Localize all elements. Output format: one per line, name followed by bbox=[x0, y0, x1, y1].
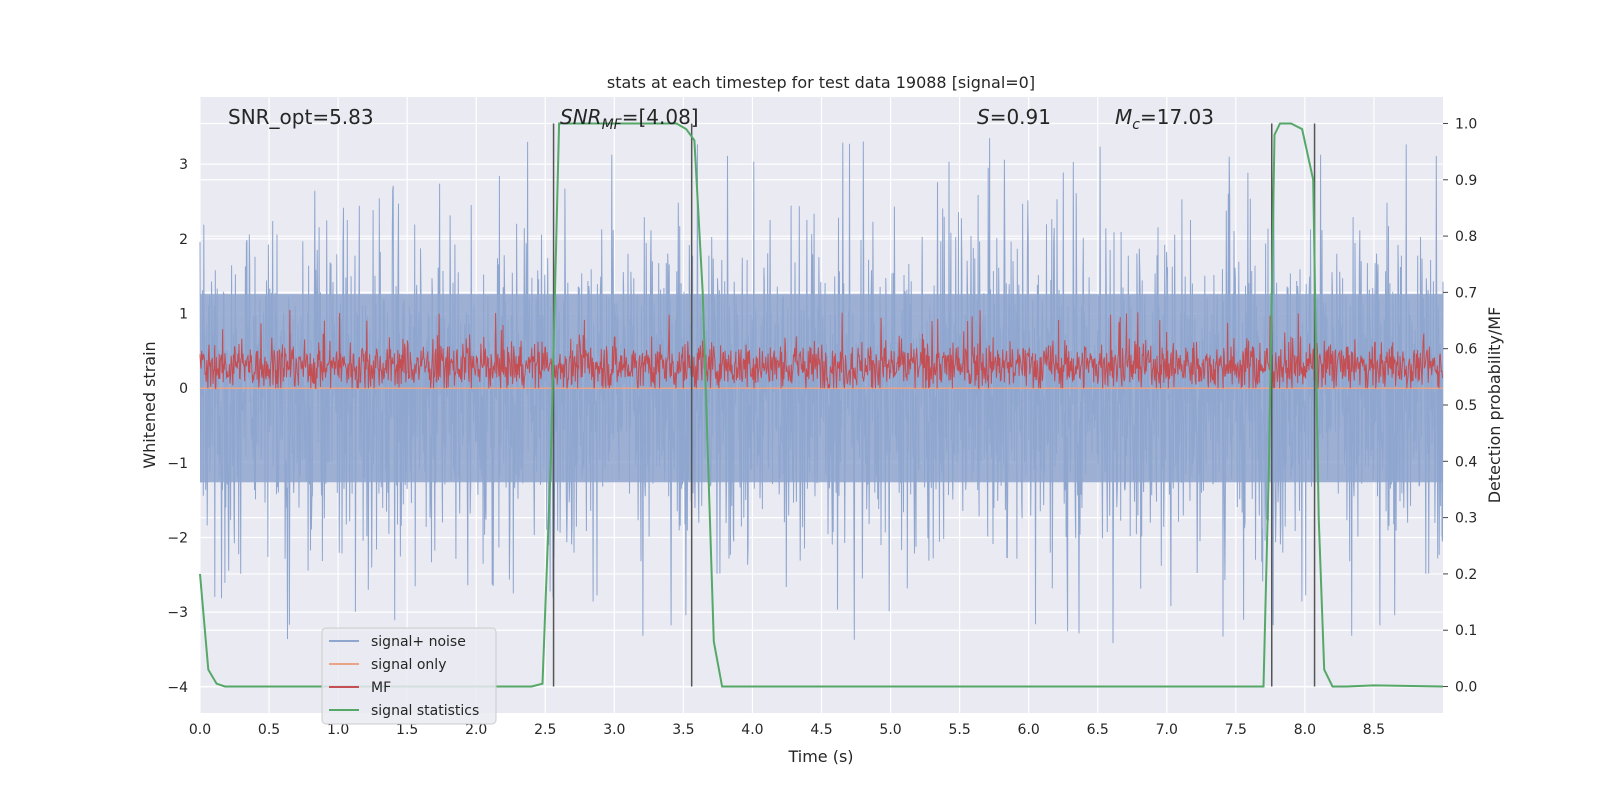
x-tick-label: 0.5 bbox=[258, 722, 280, 738]
annotation-s-letter: S bbox=[977, 105, 990, 129]
y-tick-label: −4 bbox=[167, 680, 188, 696]
y-tick-label: 3 bbox=[179, 157, 188, 173]
x-tick-label: 4.5 bbox=[810, 722, 832, 738]
y-tick-label: −2 bbox=[167, 531, 188, 547]
x-tick-label: 3.5 bbox=[672, 722, 694, 738]
x-tick-label: 5.5 bbox=[948, 722, 970, 738]
y-right-tick-label: 0.9 bbox=[1455, 173, 1477, 189]
annotation-mc-value: =17.03 bbox=[1140, 105, 1214, 129]
x-tick-label: 7.5 bbox=[1225, 722, 1247, 738]
annotation-s-value: =0.91 bbox=[990, 105, 1051, 129]
y-tick-label: 0 bbox=[179, 381, 188, 397]
annotation-snr-mf-sub: MF bbox=[602, 117, 623, 133]
x-tick-label: 6.0 bbox=[1018, 722, 1040, 738]
y-right-tick-label: 0.5 bbox=[1455, 398, 1477, 414]
x-tick-label: 1.5 bbox=[396, 722, 418, 738]
y-axis-label: Whitened strain bbox=[140, 341, 159, 468]
x-tick-label: 2.0 bbox=[465, 722, 487, 738]
y-right-tick-label: 0.3 bbox=[1455, 511, 1477, 527]
legend-label-stat: signal statistics bbox=[371, 703, 479, 719]
annotation-s: S=0.91 bbox=[977, 105, 1051, 129]
annotation-mc-letter: M bbox=[1115, 105, 1132, 129]
legend-label-noise: signal+ noise bbox=[371, 634, 466, 650]
annotation-snr-opt: SNR_opt=5.83 bbox=[228, 105, 374, 129]
y-right-tick-label: 0.2 bbox=[1455, 567, 1477, 583]
y-tick-label: 2 bbox=[179, 232, 188, 248]
x-tick-label: 5.0 bbox=[879, 722, 901, 738]
y-tick-label: −1 bbox=[167, 456, 188, 472]
legend-label-mf: MF bbox=[371, 680, 391, 696]
x-tick-label: 4.0 bbox=[741, 722, 763, 738]
annotation-snr-mf-prefix: SNR bbox=[560, 105, 602, 129]
x-tick-label: 2.5 bbox=[534, 722, 556, 738]
x-tick-label: 6.5 bbox=[1087, 722, 1109, 738]
x-tick-label: 8.5 bbox=[1363, 722, 1385, 738]
y-right-tick-label: 0.6 bbox=[1455, 342, 1477, 358]
legend-label-signal-only: signal only bbox=[371, 657, 446, 673]
vertical-markers bbox=[552, 123, 1316, 687]
annotation-snr-mf-value: =[4.08] bbox=[622, 105, 699, 129]
annotations: SNR_opt=5.83 SNRMF=[4.08] S=0.91 Mc=17.0… bbox=[228, 105, 1214, 133]
y-tick-label: −3 bbox=[167, 605, 188, 621]
y-right-tick-label: 0.0 bbox=[1455, 680, 1477, 696]
x-tick-label: 0.0 bbox=[189, 722, 211, 738]
x-axis-label: Time (s) bbox=[787, 747, 853, 766]
axis-ticks: 0.0 0.5 1.0 1.5 2.0 2.5 3.0 3.5 4.0 4.5 5.0 5.5 6.0 6… bbox=[167, 116, 1477, 738]
x-tick-label: 3.0 bbox=[603, 722, 625, 738]
annotation-mc: Mc=17.03 bbox=[1115, 105, 1214, 133]
legend-box bbox=[321, 627, 497, 725]
y-right-tick-label: 1.0 bbox=[1455, 116, 1477, 132]
annotation-mc-sub: c bbox=[1132, 117, 1140, 133]
mf-line bbox=[199, 309, 1444, 390]
chart-title: stats at each timestep for test data 190… bbox=[607, 73, 1035, 92]
y-right-tick-label: 0.8 bbox=[1455, 229, 1477, 245]
legend: signal+ noise signal only MF signal stat… bbox=[321, 627, 497, 725]
x-tick-label: 7.0 bbox=[1156, 722, 1178, 738]
y-right-tick-label: 0.1 bbox=[1455, 623, 1477, 639]
y-tick-label: 1 bbox=[179, 307, 188, 323]
y-right-tick-label: 0.4 bbox=[1455, 454, 1477, 470]
x-tick-label: 8.0 bbox=[1294, 722, 1316, 738]
x-tick-label: 1.0 bbox=[327, 722, 349, 738]
mf-series bbox=[199, 309, 1444, 390]
annotation-snr-mf: SNRMF=[4.08] bbox=[560, 105, 699, 133]
y-axis-right-label: Detection probability/MF bbox=[1485, 307, 1504, 504]
y-right-tick-label: 0.7 bbox=[1455, 285, 1477, 301]
